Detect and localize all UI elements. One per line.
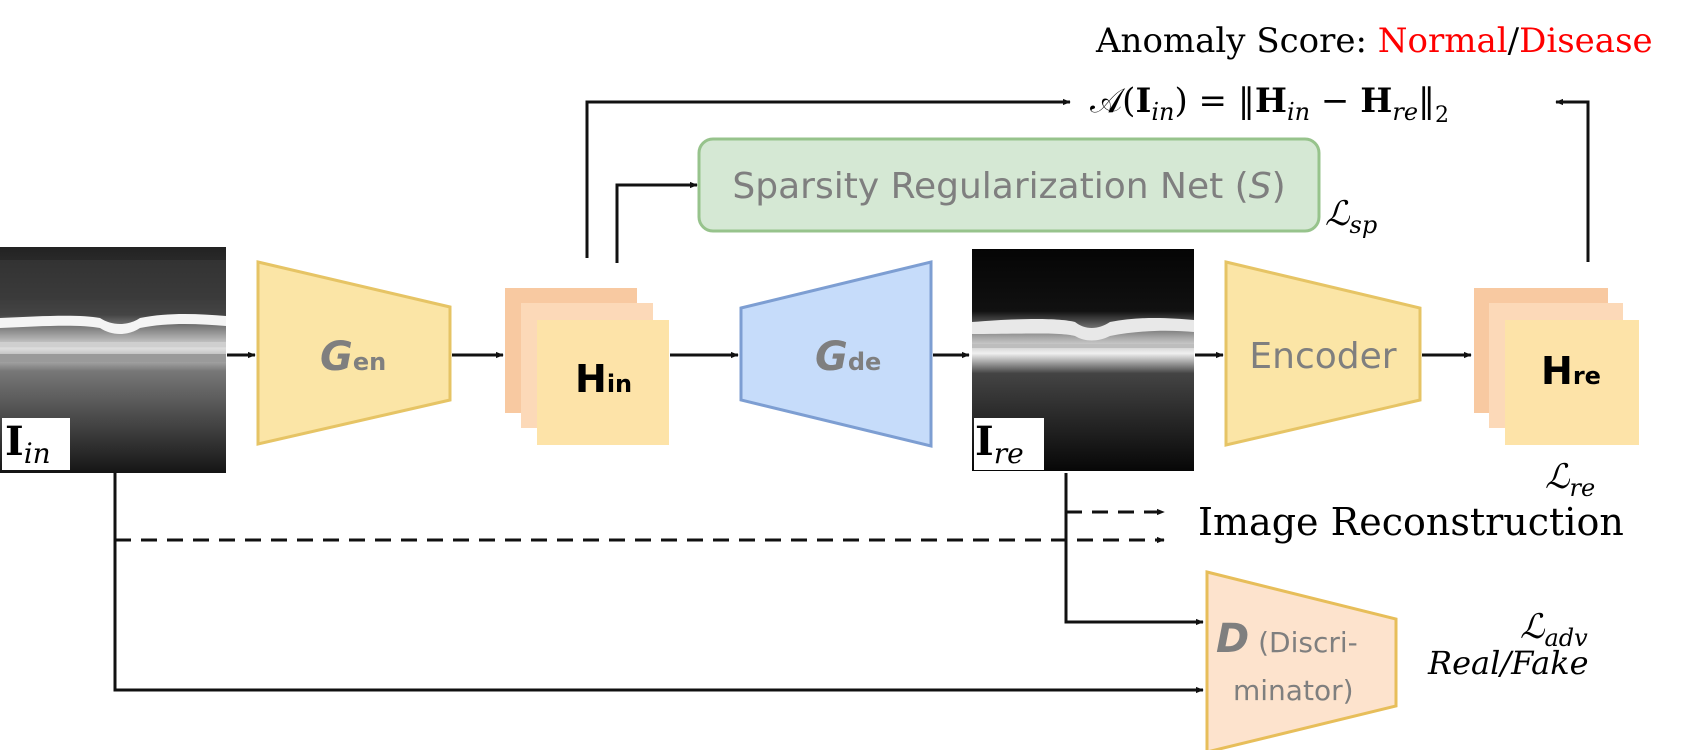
loss-re: ℒre <box>1545 457 1595 502</box>
gen-sub: en <box>353 348 386 376</box>
input-image-label: Iin <box>5 418 51 470</box>
gde-sub: de <box>848 348 881 376</box>
sparsity-net-label: Sparsity Regularization Net (S) <box>732 166 1285 207</box>
arrow-hin-to-formula <box>585 98 1071 258</box>
formula-h1: H <box>1255 81 1287 121</box>
formula-eq: ) = ‖ <box>1174 81 1254 121</box>
sparsity-net-close: ) <box>1272 166 1286 207</box>
loss-adv-sub: adv <box>1545 624 1589 652</box>
loss-sp-l: ℒ <box>1325 194 1351 234</box>
arrow-hre-to-formula <box>1555 98 1590 262</box>
latent-hre-label: Hre <box>1541 349 1601 393</box>
latent-hin-stack <box>505 288 669 445</box>
sparsity-net-box <box>697 137 1321 233</box>
formula-h2: H <box>1360 81 1392 121</box>
slash-separator: / <box>1508 21 1520 61</box>
loss-re-sub: re <box>1570 474 1596 502</box>
recon-image-i: I <box>975 418 994 465</box>
formula-i-sub: in <box>1151 98 1174 126</box>
latent-hre-stack <box>1474 288 1639 445</box>
recon-label-box <box>974 418 1044 470</box>
discriminator-label-line1: D (Discri- <box>1216 616 1358 662</box>
encoder-block <box>1224 260 1422 447</box>
connectors <box>113 98 1590 694</box>
generator-decoder-label: Gde <box>815 334 881 380</box>
real-fake-label: Real/Fake <box>1427 644 1589 682</box>
hre-h: H <box>1541 349 1573 393</box>
hin-h: H <box>575 357 607 401</box>
hin-sub: in <box>607 370 632 398</box>
anomaly-score-title: Anomaly Score: Normal/Disease <box>1095 21 1653 61</box>
generator-decoder-block <box>739 260 933 448</box>
arrow-iin-to-discriminator <box>113 473 1204 694</box>
formula-i: I <box>1135 81 1151 121</box>
recon-image-sub: re <box>994 437 1024 470</box>
hre-sub: re <box>1573 362 1601 390</box>
formula-lpar: ( <box>1122 81 1135 121</box>
disease-label: Disease <box>1519 21 1653 61</box>
loss-re-l: ℒ <box>1545 457 1571 497</box>
loss-sp: ℒsp <box>1325 194 1377 239</box>
sparsity-net-text: Sparsity Regularization Net ( <box>732 166 1248 207</box>
input-image-i: I <box>5 418 24 465</box>
generator-encoder-label: Gen <box>320 334 386 380</box>
anomaly-score-prefix: Anomaly Score: <box>1095 21 1378 61</box>
arrow-hin-to-sparsity <box>615 181 698 263</box>
recon-image-label: Ire <box>975 418 1024 470</box>
loss-sp-sub: sp <box>1350 211 1378 239</box>
encoder-label: Encoder <box>1249 336 1396 377</box>
discriminator-block <box>1205 570 1398 750</box>
image-reconstruction-label: Image Reconstruction <box>1198 500 1624 544</box>
arrow-ire-to-discriminator <box>1064 473 1204 626</box>
formula-h2-sub: re <box>1392 98 1418 126</box>
normal-label: Normal <box>1378 21 1508 61</box>
anomaly-formula: 𝒜(Iin) = ‖Hin − Hre‖2 <box>1090 81 1449 128</box>
loss-adv-l: ℒ <box>1520 607 1546 647</box>
formula-minus: − <box>1310 81 1360 121</box>
discriminator-line1: (Discri- <box>1249 626 1358 659</box>
input-label-box <box>2 418 70 470</box>
loss-adv: ℒadv <box>1520 607 1588 652</box>
generator-encoder-block <box>256 260 452 446</box>
gen-g: G <box>320 334 353 380</box>
input-image-sub: in <box>24 437 51 470</box>
sparsity-net-s: S <box>1249 166 1272 207</box>
latent-hin-label: Hin <box>575 357 632 401</box>
formula-norm-sub: 2 <box>1435 103 1449 128</box>
formula-norm-close: ‖ <box>1418 81 1435 121</box>
gde-g: G <box>815 334 848 380</box>
discriminator-d: D <box>1216 616 1249 662</box>
formula-h1-sub: in <box>1287 98 1310 126</box>
discriminator-label-line2: minator) <box>1233 674 1354 707</box>
formula-a-symbol: 𝒜 <box>1090 81 1126 121</box>
